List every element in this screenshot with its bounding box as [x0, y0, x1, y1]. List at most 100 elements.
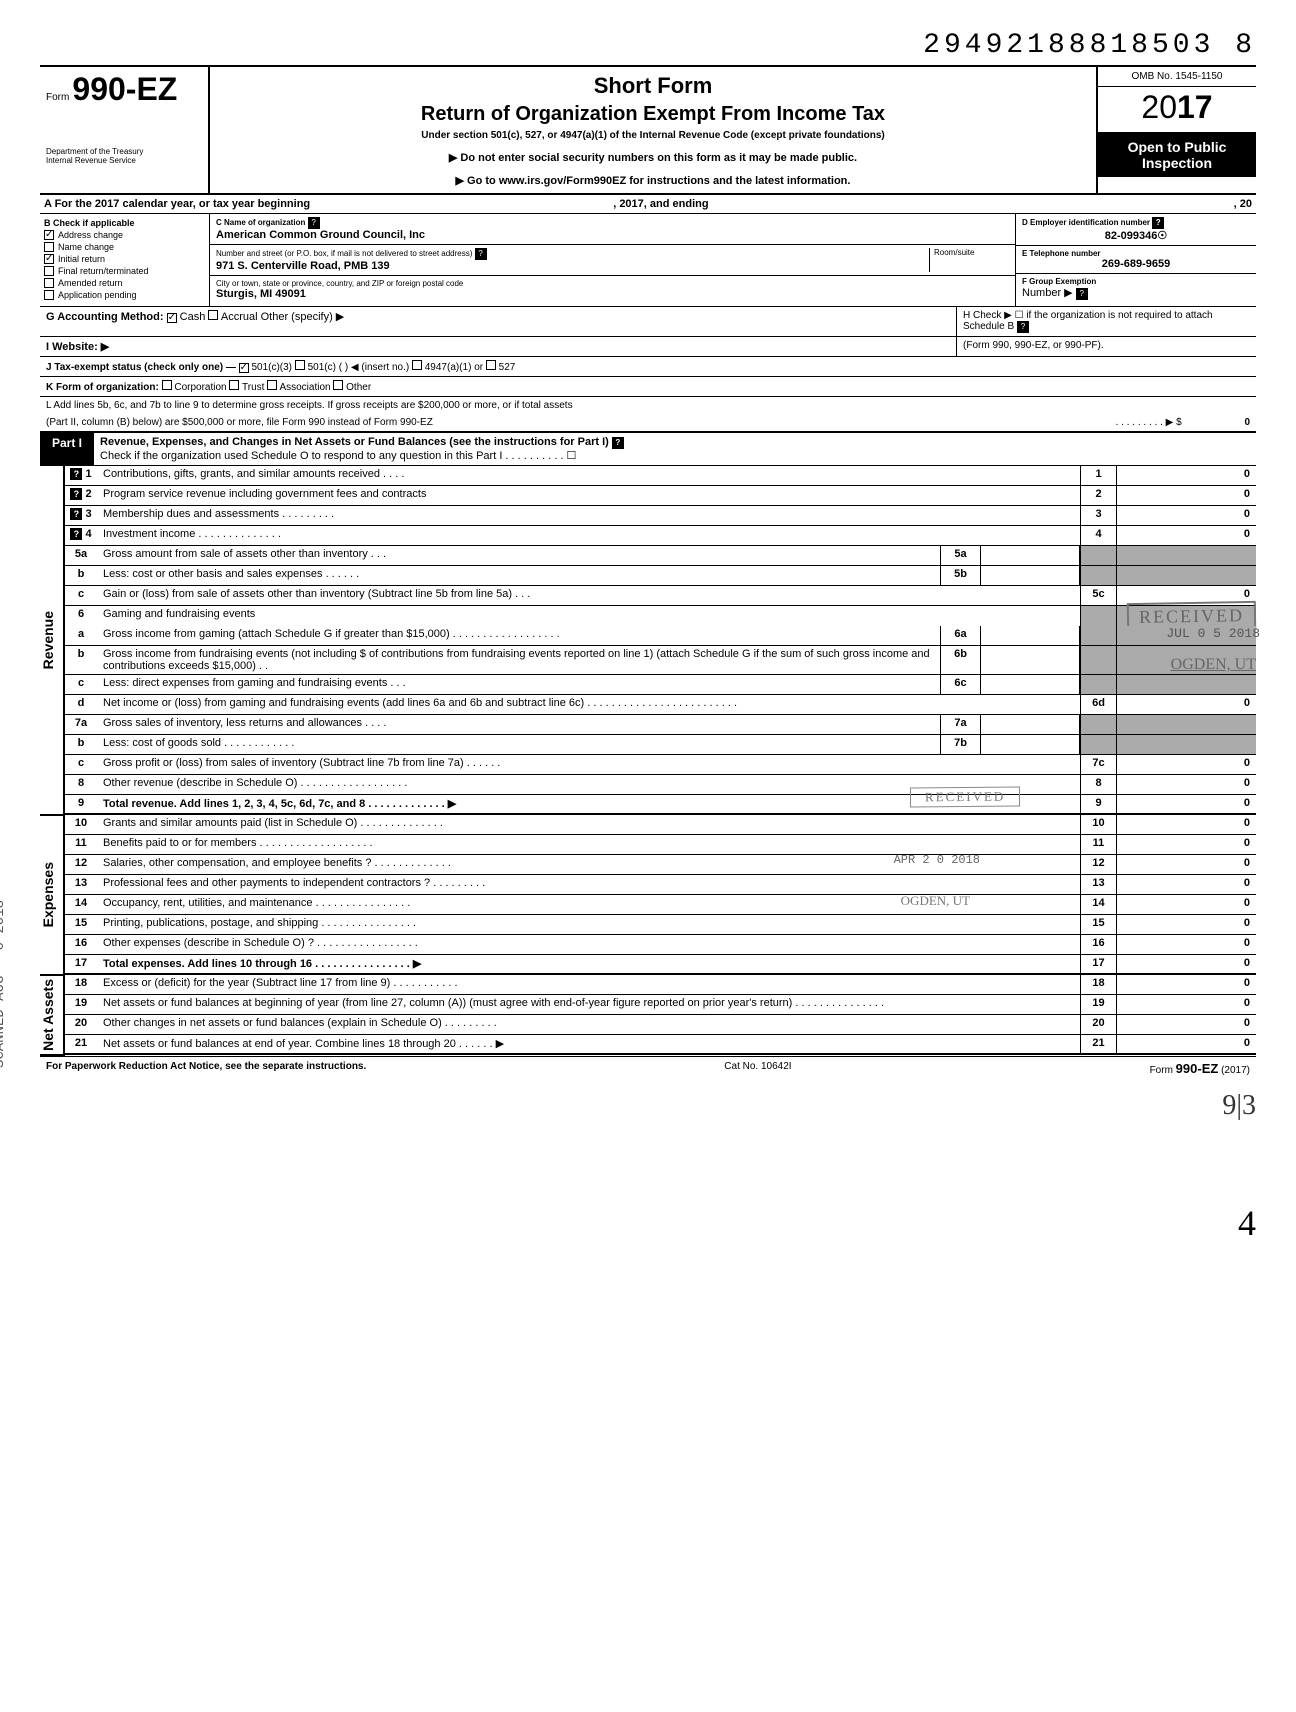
- ln-6b: b: [65, 646, 97, 674]
- rn-6b-shade: [1080, 646, 1116, 674]
- rn-16: 16: [1080, 935, 1116, 954]
- f-label2: Number ▶: [1022, 287, 1073, 299]
- lbl-accrual: Accrual: [221, 311, 258, 323]
- form-number: 990-EZ: [72, 71, 177, 107]
- form-header: Form 990-EZ Department of the Treasury I…: [40, 65, 1256, 195]
- stamp-date-2: APR 2 0 2018: [894, 853, 980, 867]
- rn-6-shade: [1080, 606, 1116, 626]
- chk-final-return[interactable]: [44, 266, 54, 276]
- chk-other[interactable]: [333, 380, 343, 390]
- rv-16: 0: [1116, 935, 1256, 954]
- rv-7a-shade: [1116, 715, 1256, 734]
- ln-21: 21: [65, 1035, 97, 1053]
- rn-18: 18: [1080, 975, 1116, 994]
- d-label: D Employer identification number: [1022, 218, 1150, 227]
- chk-cash[interactable]: ✓: [167, 313, 177, 323]
- desc-6b: Gross income from fundraising events (no…: [97, 646, 940, 674]
- chk-501c3[interactable]: ✓: [239, 363, 249, 373]
- street-value: 971 S. Centerville Road, PMB 139: [216, 260, 929, 272]
- rn-14: 14: [1080, 895, 1116, 914]
- chk-amended-return[interactable]: [44, 278, 54, 288]
- ln-20: 20: [65, 1015, 97, 1034]
- phone-value: 269-689-9659: [1022, 258, 1250, 270]
- ln-9: 9: [65, 795, 97, 813]
- rn-9: 9: [1080, 795, 1116, 813]
- chk-initial-return[interactable]: ✓: [44, 254, 54, 264]
- ln-18: 18: [65, 975, 97, 994]
- ln-14: 14: [65, 895, 97, 914]
- chk-trust[interactable]: [229, 380, 239, 390]
- ln-7b: b: [65, 735, 97, 754]
- rn-8: 8: [1080, 775, 1116, 794]
- short-form-title: Short Form: [220, 73, 1086, 99]
- chk-app-pending[interactable]: [44, 290, 54, 300]
- chk-4947[interactable]: [412, 360, 422, 370]
- rn-12: 12: [1080, 855, 1116, 874]
- desc-16: Other expenses (describe in Schedule O) …: [97, 935, 1080, 954]
- desc-13: Professional fees and other payments to …: [97, 875, 1080, 894]
- rn-21: 21: [1080, 1035, 1116, 1053]
- desc-6a: Gross income from gaming (attach Schedul…: [97, 626, 940, 645]
- rn-7a-shade: [1080, 715, 1116, 734]
- rv-6b-shade: OGDEN, UT: [1116, 646, 1256, 674]
- g-label: G Accounting Method:: [46, 311, 164, 323]
- ln-13: 13: [65, 875, 97, 894]
- desc-14: Occupancy, rent, utilities, and maintena…: [97, 895, 1080, 914]
- rn-5a-shade: [1080, 546, 1116, 565]
- lbl-assoc: Association: [279, 382, 330, 393]
- rv-21: 0: [1116, 1035, 1256, 1053]
- mn-7a: 7a: [940, 715, 980, 734]
- part1-label: Part I: [40, 433, 94, 465]
- chk-527[interactable]: [486, 360, 496, 370]
- rn-5b-shade: [1080, 566, 1116, 585]
- ln-12: 12: [65, 855, 97, 874]
- rv-4: 0: [1116, 526, 1256, 545]
- j-label: J Tax-exempt status (check only one) —: [46, 362, 236, 373]
- rn-11: 11: [1080, 835, 1116, 854]
- chk-accrual[interactable]: [208, 310, 218, 320]
- lbl-initial-return: Initial return: [58, 254, 105, 264]
- line-a: A For the 2017 calendar year, or tax yea…: [40, 195, 1256, 214]
- room-label: Room/suite: [934, 248, 1009, 257]
- desc-5b: Less: cost or other basis and sales expe…: [97, 566, 940, 585]
- rn-7c: 7c: [1080, 755, 1116, 774]
- k-label: K Form of organization:: [46, 382, 159, 393]
- l-arrow: . . . . . . . . . ▶ $: [1116, 417, 1182, 428]
- b-label: B Check if applicable: [44, 218, 205, 228]
- rv-20: 0: [1116, 1015, 1256, 1034]
- chk-assoc[interactable]: [267, 380, 277, 390]
- lbl-address-change: Address change: [58, 230, 123, 240]
- desc-11: Benefits paid to or for members . . . . …: [97, 835, 1080, 854]
- chk-corp[interactable]: [162, 380, 172, 390]
- org-name: American Common Ground Council, Inc: [216, 229, 1009, 241]
- help-icon: ?: [308, 217, 320, 229]
- desc-9: Total revenue. Add lines 1, 2, 3, 4, 5c,…: [97, 795, 1080, 813]
- desc-18: Excess or (deficit) for the year (Subtra…: [97, 975, 1080, 994]
- footer: For Paperwork Reduction Act Notice, see …: [40, 1056, 1256, 1080]
- ln-6: 6: [65, 606, 97, 626]
- rv-9: 0: [1116, 795, 1256, 813]
- mv-6a: [980, 626, 1080, 645]
- footer-form: Form 990-EZ (2017): [1150, 1061, 1250, 1076]
- return-title: Return of Organization Exempt From Incom…: [220, 103, 1086, 126]
- lbl-4947: 4947(a)(1) or: [425, 362, 483, 373]
- ln-5c: c: [65, 586, 97, 605]
- chk-501c[interactable]: [295, 360, 305, 370]
- lbl-501c: 501(c) (: [308, 362, 342, 373]
- c-label: C Name of organization: [216, 218, 305, 227]
- rv-17: 0: [1116, 955, 1256, 973]
- chk-address-change[interactable]: ✓: [44, 230, 54, 240]
- chk-name-change[interactable]: [44, 242, 54, 252]
- stamp-date-1: JUL 0 5 2018: [1166, 626, 1260, 641]
- mn-5b: 5b: [940, 566, 980, 585]
- rv-11: 0: [1116, 835, 1256, 854]
- rn-13: 13: [1080, 875, 1116, 894]
- desc-20: Other changes in net assets or fund bala…: [97, 1015, 1080, 1034]
- help-icon: ?: [1017, 321, 1029, 333]
- desc-7c: Gross profit or (loss) from sales of inv…: [97, 755, 1080, 774]
- rn-6a-shade: [1080, 626, 1116, 645]
- open-public-2: Inspection: [1102, 155, 1252, 171]
- desc-2: Program service revenue including govern…: [97, 486, 1080, 505]
- ln-10: 10: [65, 815, 97, 834]
- lbl-trust: Trust: [242, 382, 264, 393]
